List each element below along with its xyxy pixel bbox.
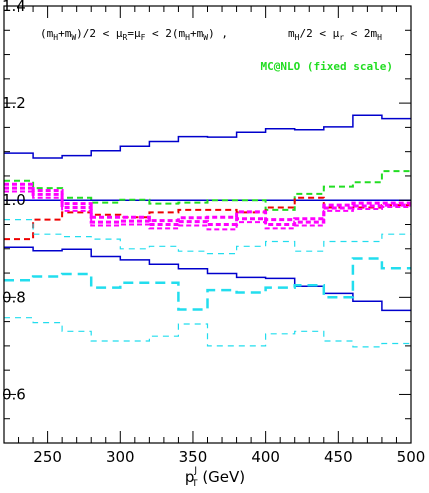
y-tick-label: 1.2 — [2, 94, 26, 112]
series-line-10 — [4, 317, 411, 348]
text-layer: (mH+mW)/2 < µR=µF < 2(mH+mW) , mH/2 < µr… — [2, 0, 425, 489]
y-tick-label: 0.8 — [2, 288, 26, 306]
x-tick-label: 350 — [179, 448, 208, 466]
x-tick-label: 500 — [397, 448, 426, 466]
series-line-7 — [4, 190, 411, 231]
x-tick-label: 400 — [251, 448, 280, 466]
x-tick-label: 250 — [33, 448, 62, 466]
series-line-6 — [4, 186, 411, 226]
y-tick-label: 1.0 — [2, 191, 26, 209]
legend-entry-mcatnlo: MC@NLO (fixed scale) — [261, 60, 393, 73]
y-tick-label: 0.6 — [2, 385, 26, 403]
series-line-0 — [4, 114, 411, 159]
x-tick-label: 300 — [106, 448, 135, 466]
series-line-8 — [4, 257, 411, 311]
series-line-3 — [4, 170, 411, 211]
axes-layer — [3, 5, 412, 444]
x-tick-label: 450 — [324, 448, 353, 466]
annotation-mu-r: mH/2 < µr < 2mH — [288, 27, 382, 42]
x-axis-label: pJ T (GeV) — [185, 466, 245, 489]
series-line-9 — [4, 219, 411, 255]
annotation-mu-r-mu-f: (mH+mW)/2 < µR=µF < 2(mH+mW) , — [40, 27, 228, 42]
y-tick-label: 1.4 — [2, 0, 26, 15]
series-layer — [4, 114, 411, 348]
series-line-1 — [4, 246, 411, 312]
